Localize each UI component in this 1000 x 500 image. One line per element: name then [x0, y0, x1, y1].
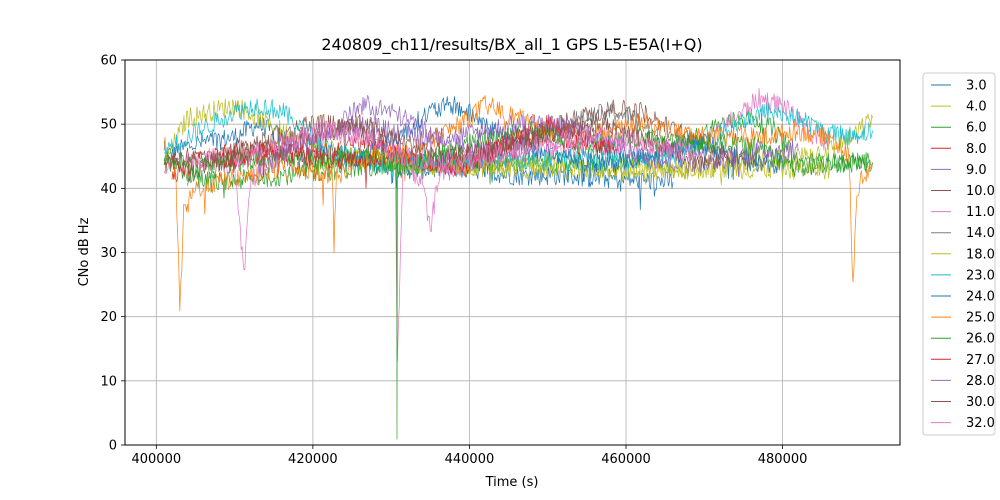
tick-layer: 400000 420000 440000 460000 480000 0 10 20 30 40 5… — [100, 54, 807, 468]
x-axis-title: Time (s) — [485, 475, 539, 490]
legend-label: 27.0 — [966, 353, 995, 368]
series-line-23.0 — [163, 98, 873, 184]
x-tick-label: 440000 — [445, 452, 495, 467]
legend-label: 11.0 — [966, 205, 995, 220]
legend-label: 14.0 — [966, 226, 995, 241]
legend-label: 18.0 — [966, 247, 995, 262]
legend-label: 3.0 — [966, 79, 987, 94]
x-tick-label: 460000 — [601, 452, 651, 467]
legend-label: 25.0 — [966, 311, 995, 326]
legend-label: 30.0 — [966, 395, 995, 410]
series-line-18.0 — [312, 146, 830, 186]
legend-label: 26.0 — [966, 332, 995, 347]
legend-label: 4.0 — [966, 100, 987, 115]
y-tick-label: 10 — [100, 374, 117, 389]
legend-label: 23.0 — [966, 268, 995, 283]
y-tick-label: 0 — [109, 439, 117, 454]
y-tick-label: 20 — [100, 310, 117, 325]
y-tick-label: 60 — [100, 54, 117, 69]
series-line-24.0 — [343, 96, 783, 188]
legend-items: 3.0 4.0 6.0 8.0 9.0 10.0 11.0 14.0 18.0 23.0 24.0 2… — [931, 79, 995, 431]
y-tick-label: 40 — [100, 182, 117, 197]
legend-label: 28.0 — [966, 374, 995, 389]
series-line-14.0 — [469, 101, 674, 170]
y-axis-title: CNo dB Hz — [77, 217, 92, 286]
legend-label: 9.0 — [966, 163, 987, 178]
legend-label: 10.0 — [966, 184, 995, 199]
x-tick-label: 400000 — [131, 452, 181, 467]
legend-box — [922, 72, 996, 436]
chart-title: 240809_ch11/results/BX_all_1 GPS L5-E5A(… — [321, 35, 702, 55]
legend-label: 32.0 — [966, 416, 995, 431]
x-tick-label: 480000 — [758, 452, 808, 467]
legend-label: 24.0 — [966, 290, 995, 305]
legend: 3.0 4.0 6.0 8.0 9.0 10.0 11.0 14.0 18.0 23.0 24.0 2… — [922, 72, 996, 436]
series-line-32.0 — [234, 120, 705, 182]
y-tick-label: 50 — [100, 118, 117, 133]
y-tick-label: 30 — [100, 246, 117, 261]
legend-label: 8.0 — [966, 142, 987, 157]
series-layer — [163, 88, 873, 440]
x-tick-label: 420000 — [288, 452, 338, 467]
legend-label: 6.0 — [966, 121, 987, 136]
